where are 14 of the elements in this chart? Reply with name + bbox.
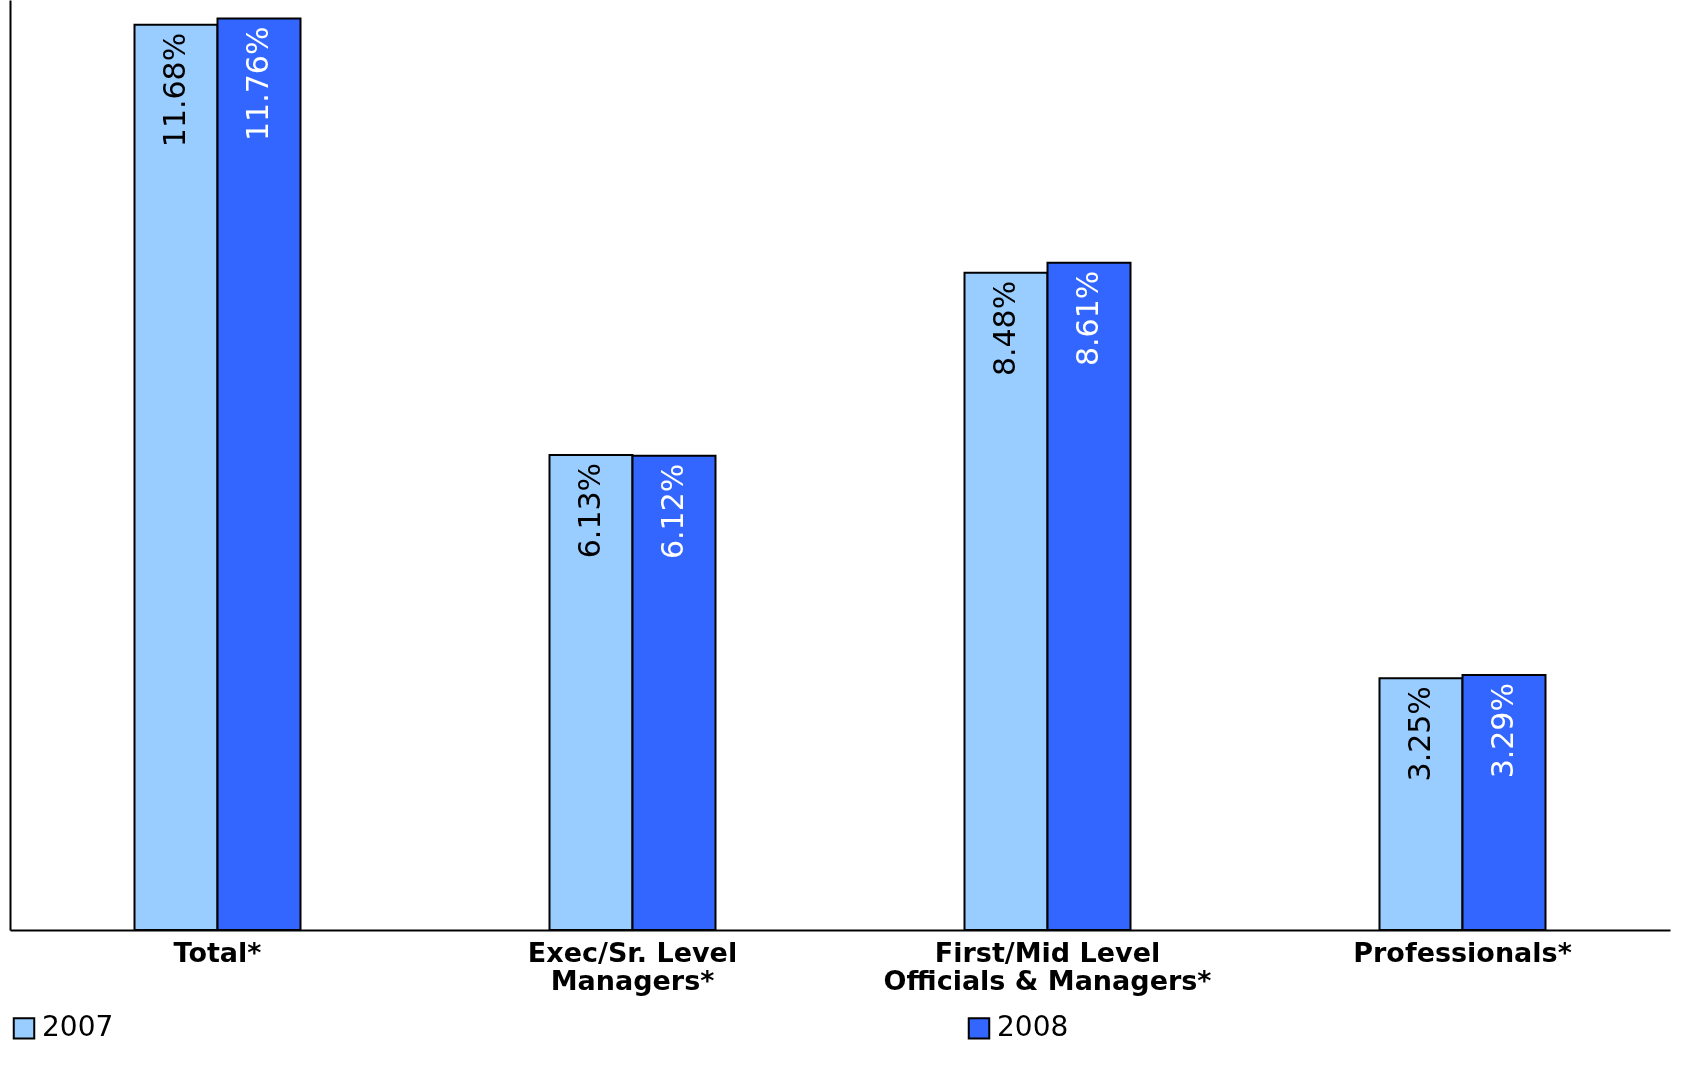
x-tick-label: First/Mid Level Officials & Managers* [883,936,1212,996]
data-label: 3.25% [1402,686,1437,782]
data-label: 11.76% [240,26,275,141]
data-label: 6.13% [572,462,607,559]
legend-label: 2008 [997,1010,1069,1044]
legend-label: 2007 [42,1010,114,1044]
x-tick-label: Professionals* [1353,936,1572,968]
data-label: 11.68% [157,32,192,148]
data-label: 3.29% [1485,683,1520,779]
x-tick-label: Exec/Sr. Level Managers* [527,936,738,996]
data-label: 8.61% [1070,270,1105,367]
x-tick-label: Total* [173,936,262,968]
data-label: 8.48% [987,280,1022,377]
data-label: 6.12% [655,463,690,560]
